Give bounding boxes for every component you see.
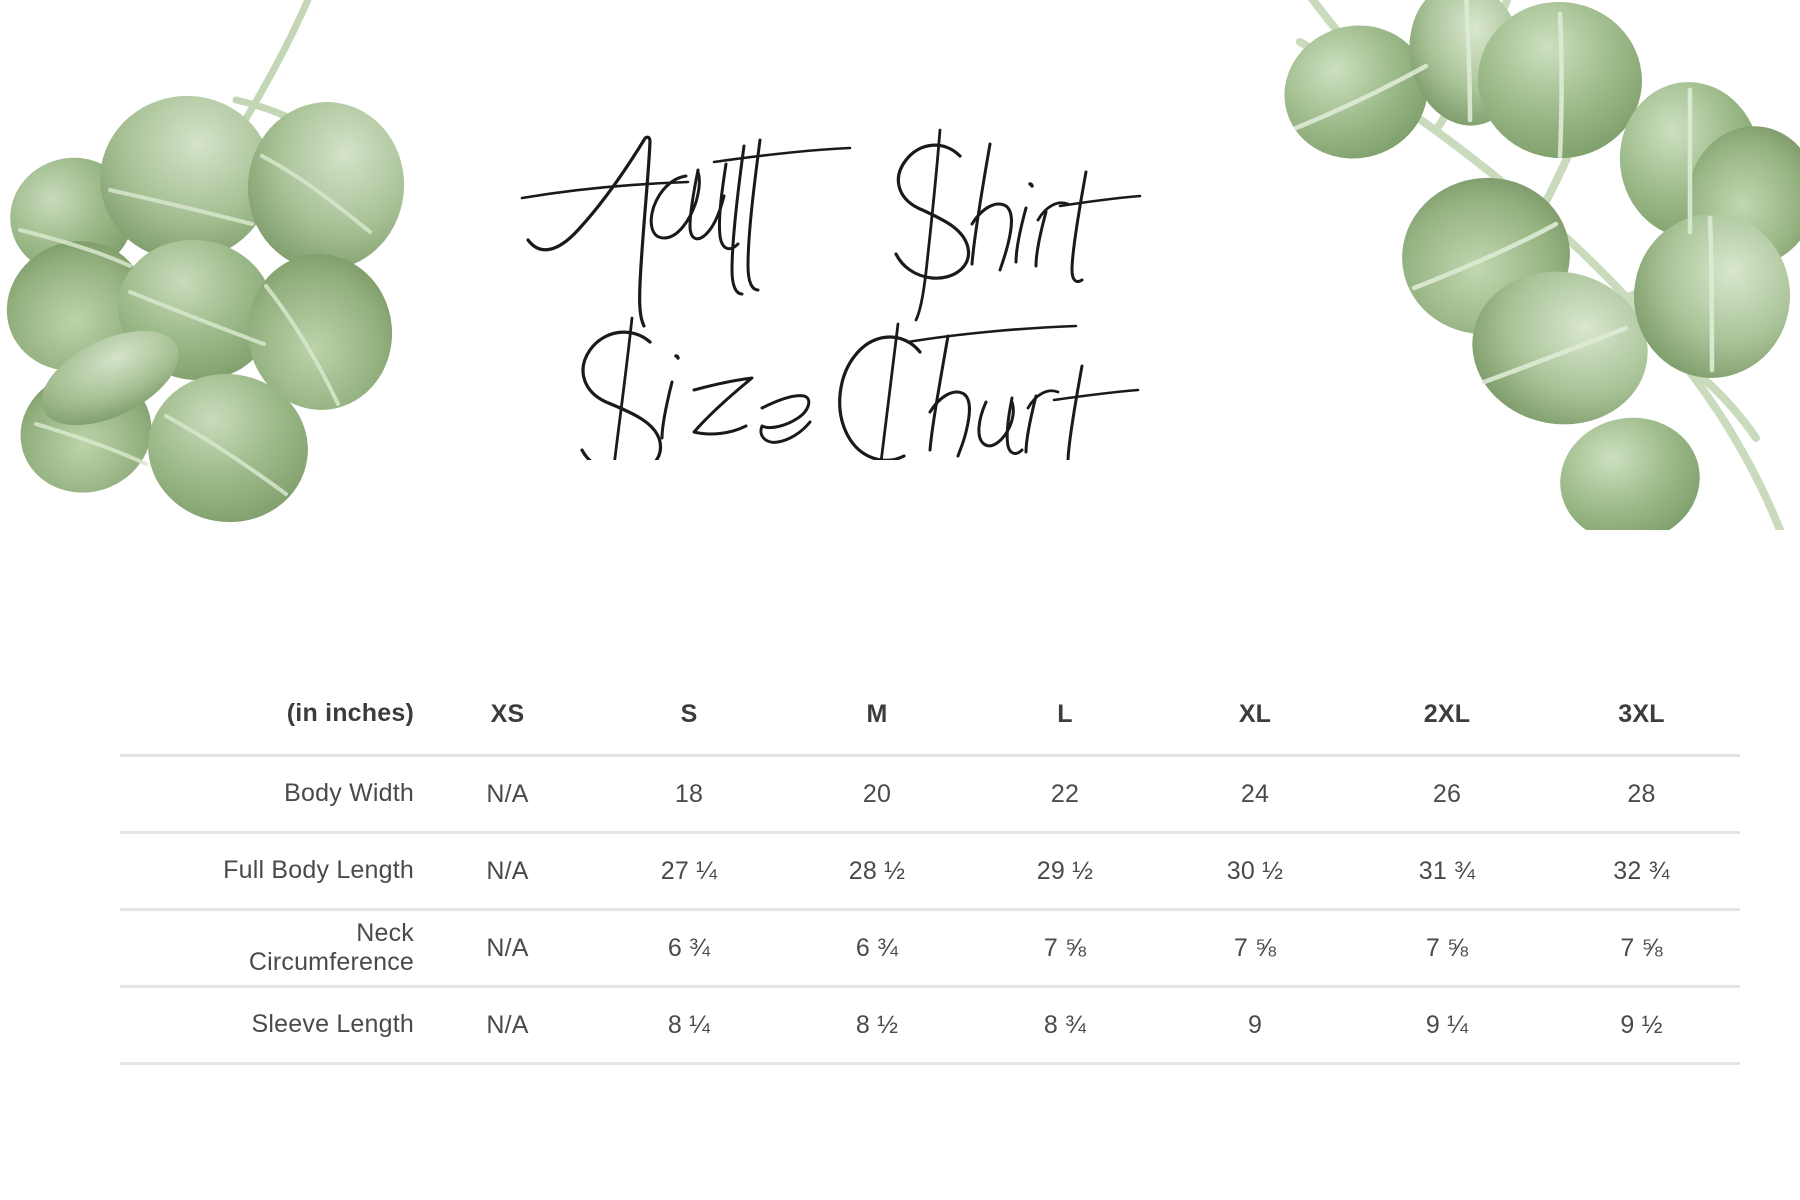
column-header-s: S [680, 699, 698, 728]
cell-neck-circumference-xs: N/A [486, 933, 529, 962]
column-header-m: M [866, 699, 888, 728]
cell-neck-circumference-3xl: 7 ⅝ [1620, 933, 1663, 962]
column-header-l: L [1057, 699, 1073, 728]
cell-full-body-length-m: 28 ½ [848, 856, 906, 885]
table-row: Neck Circumference N/A 6 ¾ 6 ¾ 7 ⅝ 7 ⅝ 7… [120, 910, 1740, 987]
column-header-unit: (in inches) [286, 699, 414, 728]
column-header-3xl: 3XL [1618, 699, 1665, 728]
cell-body-width-3xl: 28 [1627, 779, 1656, 808]
cell-sleeve-length-3xl: 9 ½ [1620, 1010, 1663, 1039]
column-header-2xl: 2XL [1423, 699, 1471, 728]
cell-full-body-length-2xl: 31 ¾ [1418, 856, 1476, 885]
page-title: Adult Shirt [520, 120, 1160, 460]
size-chart-table: (in inches) XS S M L XL 2XL 3XL Body Wid… [120, 686, 1740, 1065]
cell-neck-circumference-2xl: 7 ⅝ [1425, 933, 1469, 962]
cell-sleeve-length-xl: 9 [1247, 1010, 1263, 1039]
cell-neck-circumference-xl: 7 ⅝ [1233, 933, 1277, 962]
cell-full-body-length-xs: N/A [486, 856, 529, 885]
column-header-xl: XL [1238, 699, 1272, 728]
cell-body-width-2xl: 26 [1432, 779, 1462, 808]
cell-full-body-length-s: 27 ¼ [660, 856, 718, 885]
row-label-sleeve-length: Sleeve Length [251, 1010, 414, 1039]
table-row: Body Width N/A 18 20 22 24 26 28 [120, 756, 1740, 833]
table-body: Body Width N/A 18 20 22 24 26 28 Full Bo… [120, 756, 1740, 1064]
cell-sleeve-length-s: 8 ¼ [667, 1010, 711, 1039]
cell-body-width-m: 20 [862, 779, 892, 808]
cell-full-body-length-3xl: 32 ¾ [1613, 856, 1670, 885]
cell-full-body-length-l: 29 ½ [1036, 856, 1094, 885]
cell-body-width-l: 22 [1050, 779, 1080, 808]
row-label-neck-circumference: Neck Circumference [120, 910, 420, 987]
cell-sleeve-length-l: 8 ¾ [1043, 1010, 1087, 1039]
cell-sleeve-length-xs: N/A [486, 1010, 529, 1039]
header-row: (in inches) XS S M L XL 2XL 3XL [120, 686, 1740, 756]
row-label-line-2: Circumference [248, 948, 414, 976]
row-label-line-1: Neck [356, 918, 414, 947]
row-label-body-width: Body Width [284, 779, 414, 808]
cell-full-body-length-xl: 30 ½ [1226, 856, 1284, 885]
eucalyptus-branch-icon [1260, 0, 1800, 530]
cell-sleeve-length-2xl: 9 ¼ [1425, 1010, 1469, 1039]
cell-sleeve-length-m: 8 ½ [855, 1010, 899, 1039]
cell-body-width-s: 18 [674, 779, 704, 808]
size-chart-table-wrapper: (in inches) XS S M L XL 2XL 3XL Body Wid… [120, 686, 1740, 1065]
table-row: Full Body Length N/A 27 ¼ 28 ½ 29 ½ 30 ½… [120, 833, 1740, 910]
table-header: (in inches) XS S M L XL 2XL 3XL [120, 686, 1740, 756]
cell-neck-circumference-m: 6 ¾ [855, 933, 899, 962]
title-script-art: Adult Shirt [520, 128, 1142, 460]
table-row: Sleeve Length N/A 8 ¼ 8 ½ 8 ¾ 9 9 ¼ 9 ½ [120, 987, 1740, 1064]
row-label-full-body-length: Full Body Length [223, 856, 414, 885]
eucalyptus-branch-icon [0, 0, 410, 560]
cell-body-width-xs: N/A [486, 779, 529, 808]
cell-neck-circumference-s: 6 ¾ [667, 933, 711, 962]
cell-neck-circumference-l: 7 ⅝ [1043, 933, 1087, 962]
cell-body-width-xl: 24 [1240, 779, 1270, 808]
column-header-xs: XS [490, 699, 525, 728]
